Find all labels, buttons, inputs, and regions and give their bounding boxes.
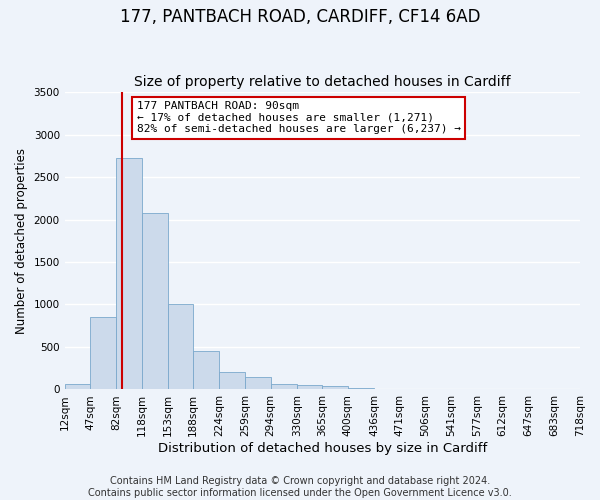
Bar (220, 372, 245, 390)
Text: 177, PANTBACH ROAD, CARDIFF, CF14 6AD: 177, PANTBACH ROAD, CARDIFF, CF14 6AD (120, 8, 480, 26)
Bar (245, 377, 271, 390)
Title: Size of property relative to detached houses in Cardiff: Size of property relative to detached ho… (134, 76, 511, 90)
Bar (348, 388, 374, 390)
Bar (322, 386, 348, 390)
Bar (193, 351, 220, 390)
Text: Contains HM Land Registry data © Crown copyright and database right 2024.
Contai: Contains HM Land Registry data © Crown c… (88, 476, 512, 498)
Bar (142, 212, 167, 390)
X-axis label: Distribution of detached houses by size in Cardiff: Distribution of detached houses by size … (158, 442, 487, 455)
Bar (90, 317, 116, 390)
Y-axis label: Number of detached properties: Number of detached properties (15, 148, 28, 334)
Bar (116, 158, 142, 390)
Bar (297, 385, 322, 390)
Bar (271, 384, 297, 390)
Bar (65, 384, 90, 390)
Text: 177 PANTBACH ROAD: 90sqm
← 17% of detached houses are smaller (1,271)
82% of sem: 177 PANTBACH ROAD: 90sqm ← 17% of detach… (137, 101, 461, 134)
Bar (167, 304, 193, 390)
